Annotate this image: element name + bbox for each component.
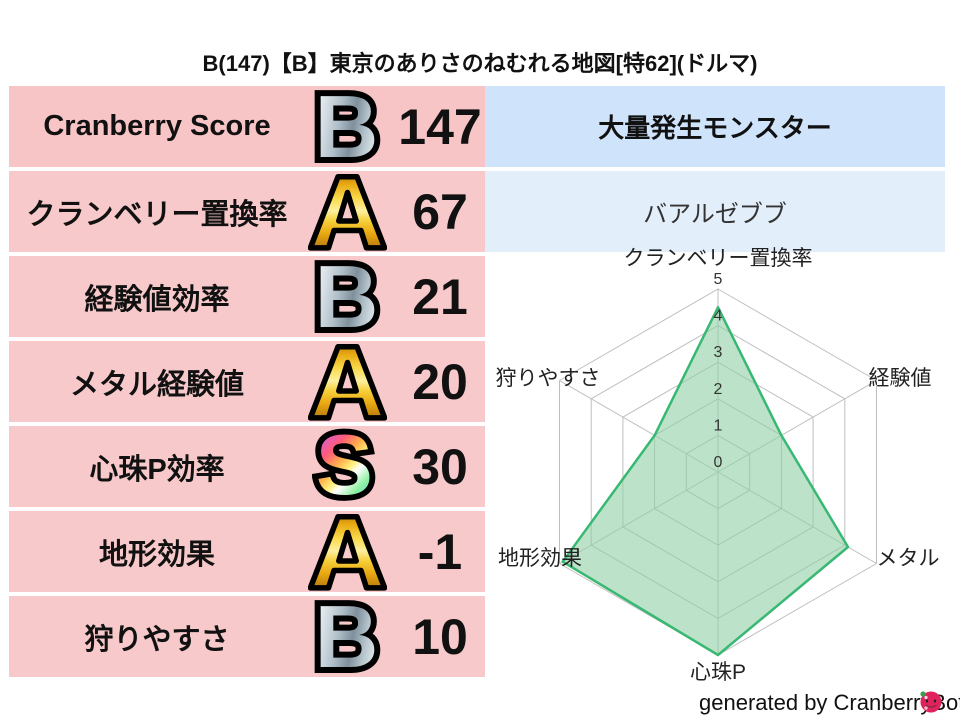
svg-text:5: 5: [714, 271, 723, 288]
svg-text:4: 4: [714, 308, 723, 325]
svg-text:3: 3: [714, 344, 723, 361]
svg-text:2: 2: [714, 381, 723, 398]
svg-text:0: 0: [714, 454, 723, 471]
svg-text:1: 1: [714, 417, 723, 434]
